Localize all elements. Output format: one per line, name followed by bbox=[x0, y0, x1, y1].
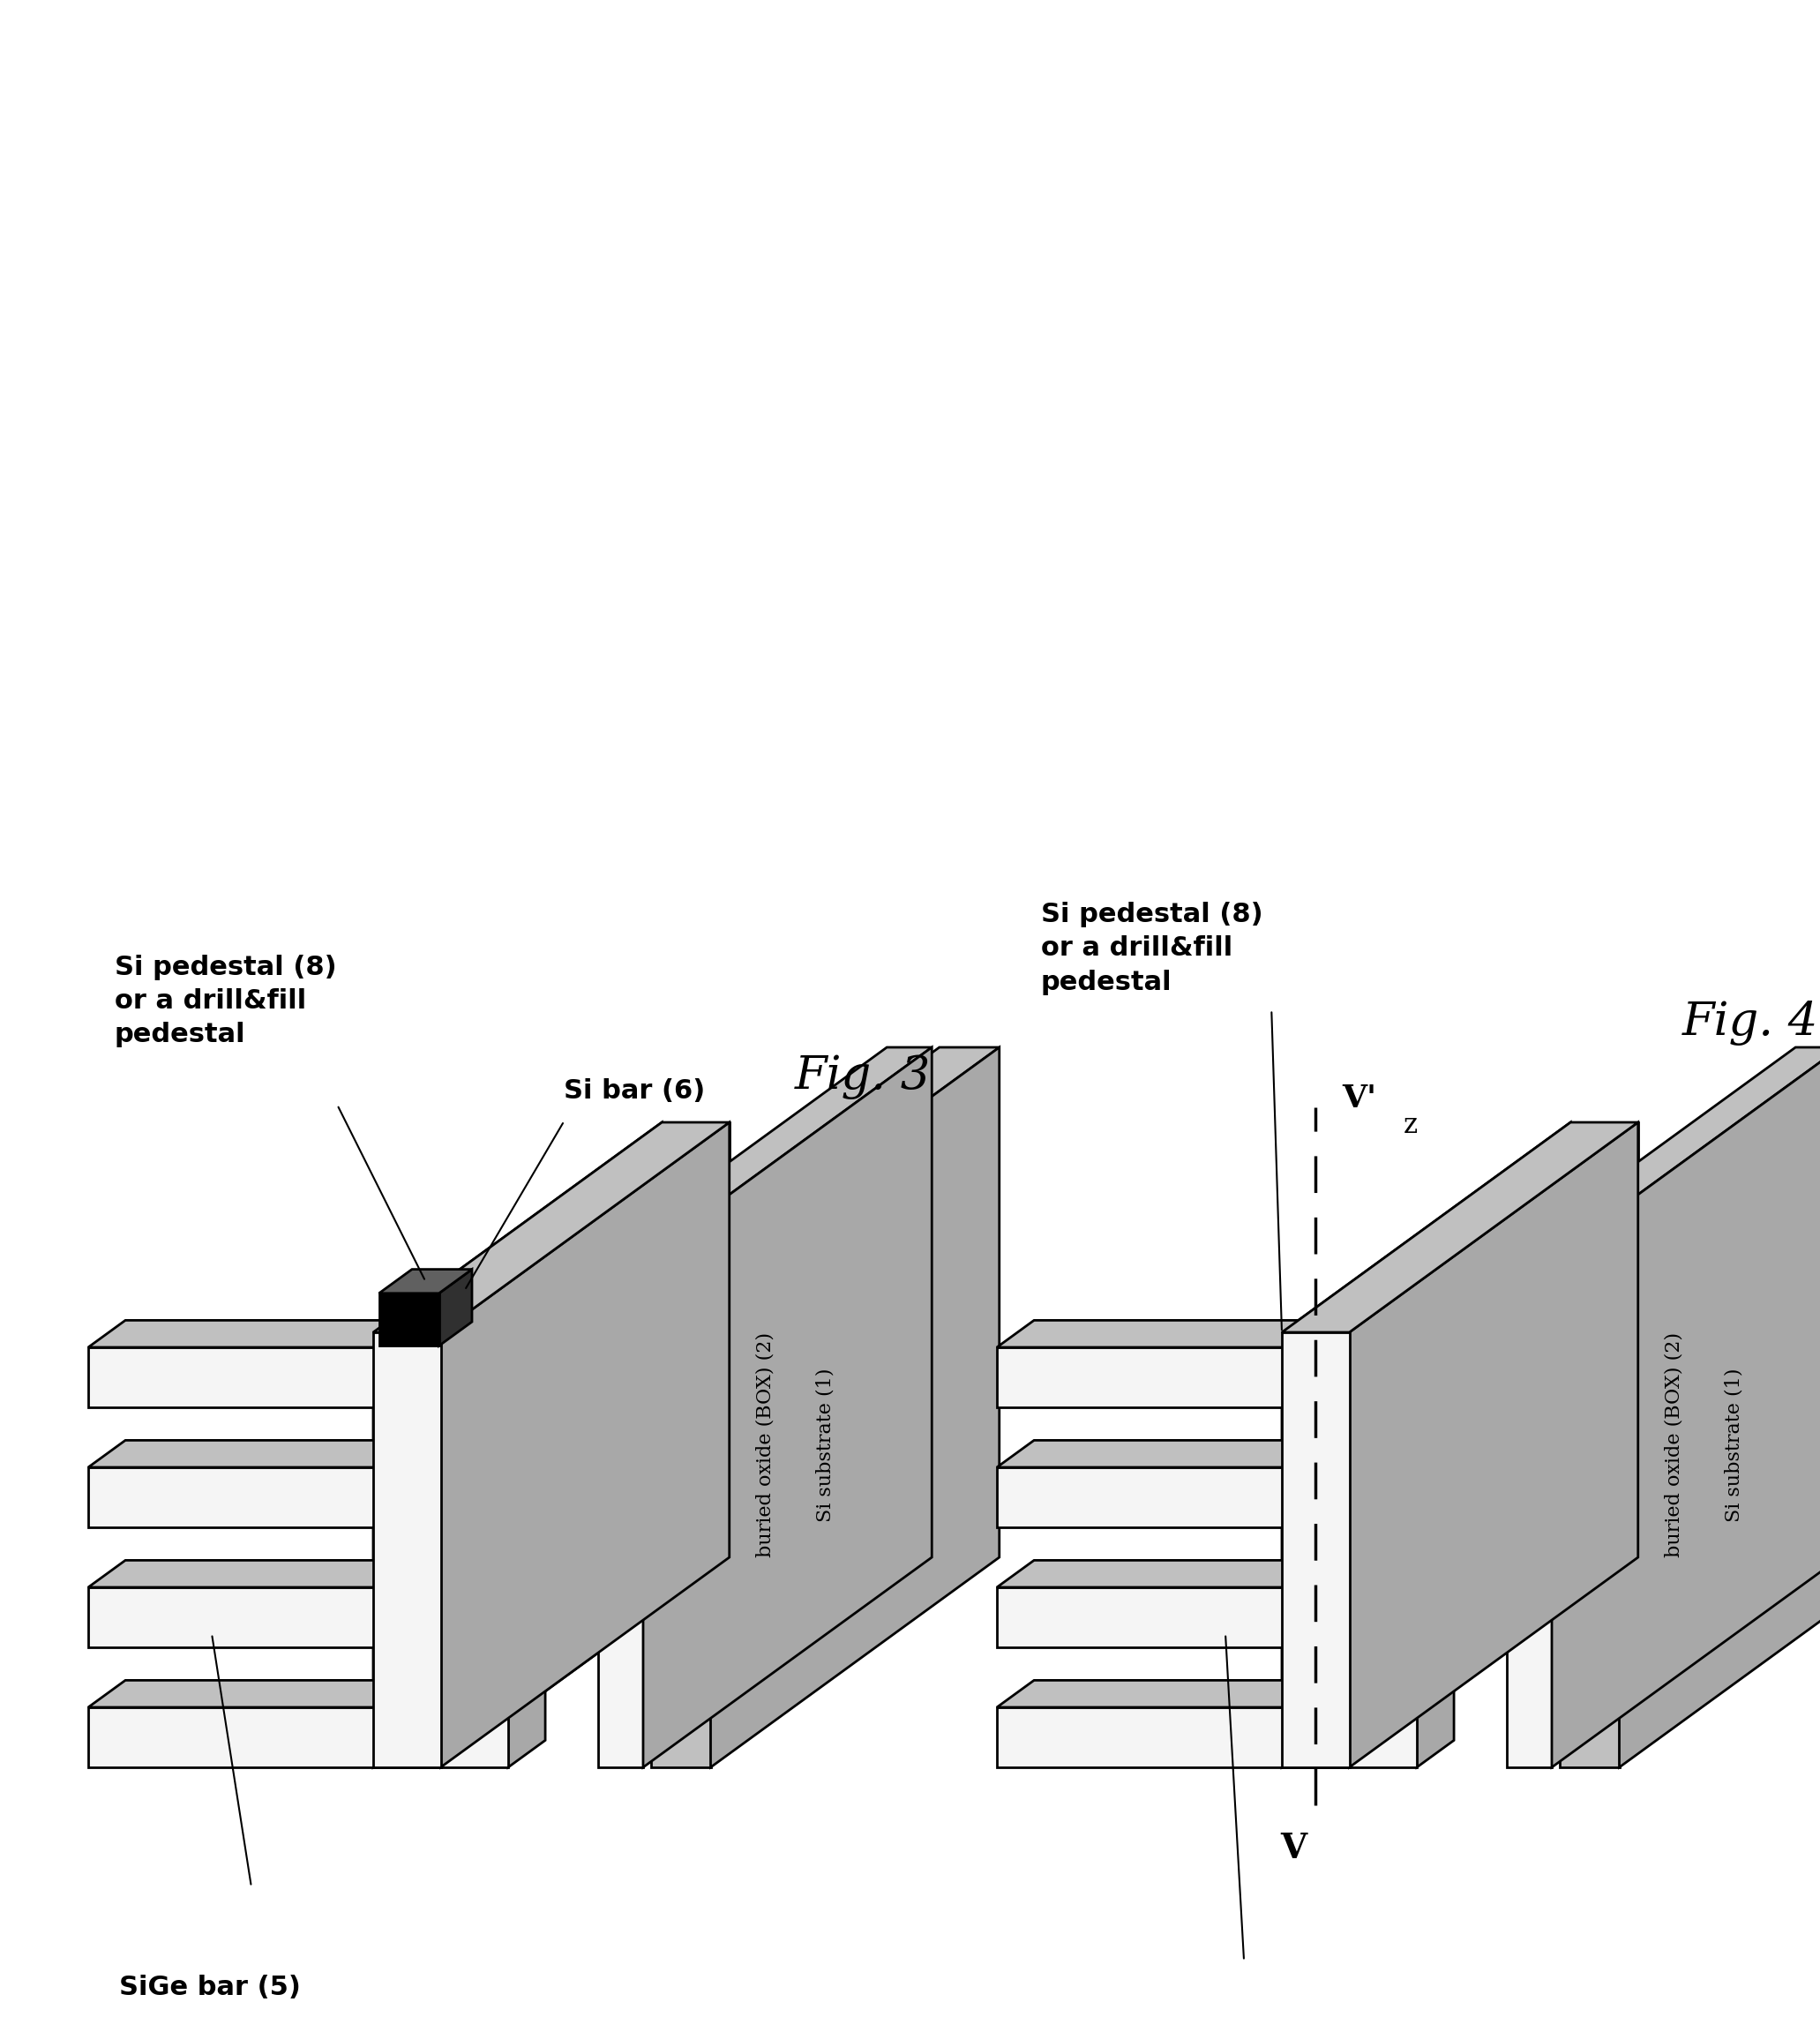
Text: V': V' bbox=[1341, 1083, 1376, 1114]
Polygon shape bbox=[87, 1587, 508, 1648]
Text: Fig. 4: Fig. 4 bbox=[1682, 1002, 1818, 1046]
Text: SiGe bar (5): SiGe bar (5) bbox=[118, 1975, 300, 2002]
Polygon shape bbox=[1507, 1258, 1552, 1768]
Text: Fig. 3: Fig. 3 bbox=[795, 1055, 932, 1099]
Polygon shape bbox=[710, 1046, 999, 1768]
Polygon shape bbox=[1560, 1046, 1820, 1258]
Polygon shape bbox=[373, 1122, 662, 1768]
Polygon shape bbox=[87, 1347, 508, 1408]
Polygon shape bbox=[1571, 1122, 1638, 1557]
Polygon shape bbox=[997, 1707, 1416, 1768]
Polygon shape bbox=[87, 1680, 546, 1707]
Polygon shape bbox=[1416, 1561, 1454, 1648]
Polygon shape bbox=[997, 1467, 1416, 1528]
Polygon shape bbox=[1281, 1122, 1571, 1768]
Text: V: V bbox=[1279, 1831, 1307, 1865]
Polygon shape bbox=[87, 1467, 508, 1528]
Polygon shape bbox=[642, 1046, 932, 1768]
Polygon shape bbox=[1620, 1046, 1820, 1768]
Text: buried oxide (BOX) (2): buried oxide (BOX) (2) bbox=[1663, 1333, 1684, 1557]
Polygon shape bbox=[599, 1046, 932, 1258]
Polygon shape bbox=[508, 1441, 546, 1528]
Polygon shape bbox=[1416, 1441, 1454, 1528]
Text: Si pedestal (8)
or a drill&fill
pedestal: Si pedestal (8) or a drill&fill pedestal bbox=[1041, 902, 1263, 996]
Polygon shape bbox=[599, 1258, 642, 1768]
Polygon shape bbox=[1349, 1122, 1638, 1768]
Polygon shape bbox=[440, 1122, 730, 1768]
Polygon shape bbox=[508, 1561, 546, 1648]
Polygon shape bbox=[997, 1561, 1454, 1587]
Polygon shape bbox=[650, 1046, 999, 1258]
Polygon shape bbox=[379, 1292, 439, 1345]
Text: Si pedestal (8)
or a drill&fill
pedestal: Si pedestal (8) or a drill&fill pedestal bbox=[115, 955, 337, 1046]
Polygon shape bbox=[373, 1333, 440, 1768]
Polygon shape bbox=[1281, 1122, 1638, 1333]
Text: Si substrate (1): Si substrate (1) bbox=[815, 1368, 835, 1522]
Polygon shape bbox=[87, 1707, 508, 1768]
Polygon shape bbox=[379, 1270, 471, 1292]
Polygon shape bbox=[87, 1441, 546, 1467]
Polygon shape bbox=[650, 1258, 710, 1768]
Polygon shape bbox=[662, 1122, 730, 1557]
Polygon shape bbox=[508, 1680, 546, 1768]
Polygon shape bbox=[508, 1321, 546, 1408]
Polygon shape bbox=[997, 1680, 1454, 1707]
Polygon shape bbox=[1552, 1046, 1820, 1768]
Polygon shape bbox=[997, 1441, 1454, 1467]
Polygon shape bbox=[87, 1561, 546, 1587]
Polygon shape bbox=[1560, 1258, 1620, 1768]
Polygon shape bbox=[373, 1557, 730, 1768]
Polygon shape bbox=[1281, 1333, 1349, 1768]
Polygon shape bbox=[997, 1347, 1416, 1408]
Polygon shape bbox=[87, 1321, 546, 1347]
Polygon shape bbox=[997, 1321, 1454, 1347]
Text: Si substrate (1): Si substrate (1) bbox=[1724, 1368, 1744, 1522]
Polygon shape bbox=[997, 1587, 1416, 1648]
Polygon shape bbox=[373, 1122, 730, 1333]
Polygon shape bbox=[1416, 1321, 1454, 1408]
Polygon shape bbox=[1416, 1680, 1454, 1768]
Text: z: z bbox=[1403, 1112, 1418, 1138]
Polygon shape bbox=[439, 1270, 471, 1345]
Text: Si bar (6): Si bar (6) bbox=[564, 1077, 706, 1103]
Polygon shape bbox=[1507, 1046, 1820, 1258]
Text: buried oxide (BOX) (2): buried oxide (BOX) (2) bbox=[755, 1333, 775, 1557]
